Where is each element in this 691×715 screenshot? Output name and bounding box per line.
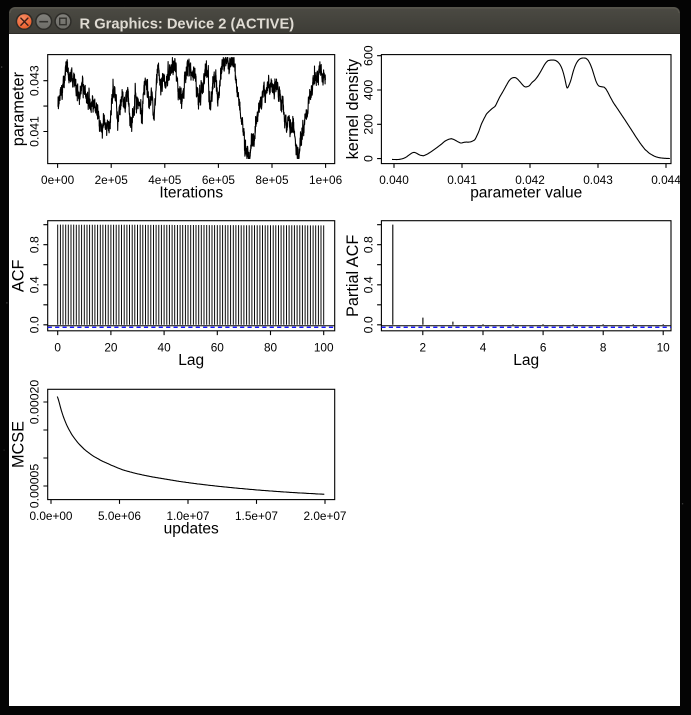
svg-text:0.040: 0.040 — [379, 173, 409, 187]
svg-text:0.00020: 0.00020 — [27, 380, 41, 425]
svg-text:0.8: 0.8 — [361, 236, 375, 253]
svg-text:R Graphics: Device 2 (ACTIVE): R Graphics: Device 2 (ACTIVE) — [80, 16, 295, 32]
svg-text:8: 8 — [600, 340, 607, 354]
svg-text:8e+05: 8e+05 — [255, 173, 289, 187]
svg-text:0.044: 0.044 — [651, 173, 681, 187]
svg-text:5.0e+06: 5.0e+06 — [98, 509, 141, 523]
svg-text:0: 0 — [361, 155, 375, 162]
svg-text:0.043: 0.043 — [27, 65, 41, 96]
svg-text:0.0: 0.0 — [361, 316, 375, 333]
svg-text:1.0e+07: 1.0e+07 — [167, 509, 210, 523]
svg-text:0.4: 0.4 — [27, 276, 41, 293]
svg-text:20: 20 — [104, 340, 118, 354]
svg-text:updates: updates — [164, 521, 219, 538]
svg-text:10: 10 — [657, 340, 671, 354]
svg-text:0.4: 0.4 — [361, 276, 375, 293]
svg-text:MCSE: MCSE — [10, 421, 28, 468]
svg-text:100: 100 — [314, 340, 334, 354]
svg-text:2.0e+07: 2.0e+07 — [304, 509, 347, 523]
svg-text:0e+00: 0e+00 — [41, 173, 75, 187]
svg-text:ACF: ACF — [10, 259, 28, 292]
svg-text:parameter value: parameter value — [470, 185, 582, 202]
svg-text:6: 6 — [540, 340, 547, 354]
svg-text:4: 4 — [480, 340, 487, 354]
svg-text:600: 600 — [361, 45, 375, 66]
svg-text:Lag: Lag — [513, 352, 539, 369]
svg-text:200: 200 — [361, 114, 375, 135]
svg-text:kernel density: kernel density — [344, 58, 362, 159]
svg-text:1.5e+07: 1.5e+07 — [235, 509, 278, 523]
svg-text:Partial ACF: Partial ACF — [344, 235, 362, 317]
svg-text:2e+05: 2e+05 — [95, 173, 129, 187]
svg-text:0: 0 — [54, 340, 61, 354]
svg-text:parameter: parameter — [10, 71, 28, 146]
svg-text:0.8: 0.8 — [27, 236, 41, 253]
svg-text:0.041: 0.041 — [27, 116, 41, 147]
svg-text:Iterations: Iterations — [159, 185, 223, 202]
svg-text:1e+06: 1e+06 — [309, 173, 343, 187]
svg-text:2: 2 — [420, 340, 427, 354]
svg-text:0.042: 0.042 — [515, 173, 545, 187]
svg-text:0.0e+00: 0.0e+00 — [30, 509, 73, 523]
svg-text:60: 60 — [211, 340, 225, 354]
svg-text:400: 400 — [361, 80, 375, 101]
svg-text:0.00005: 0.00005 — [27, 464, 41, 509]
svg-text:0.041: 0.041 — [447, 173, 477, 187]
svg-text:4e+05: 4e+05 — [148, 173, 182, 187]
svg-text:Lag: Lag — [178, 352, 204, 369]
svg-text:40: 40 — [158, 340, 172, 354]
svg-text:0.0: 0.0 — [27, 316, 41, 333]
svg-text:80: 80 — [264, 340, 278, 354]
svg-text:6e+05: 6e+05 — [202, 173, 236, 187]
svg-text:0.043: 0.043 — [583, 173, 613, 187]
